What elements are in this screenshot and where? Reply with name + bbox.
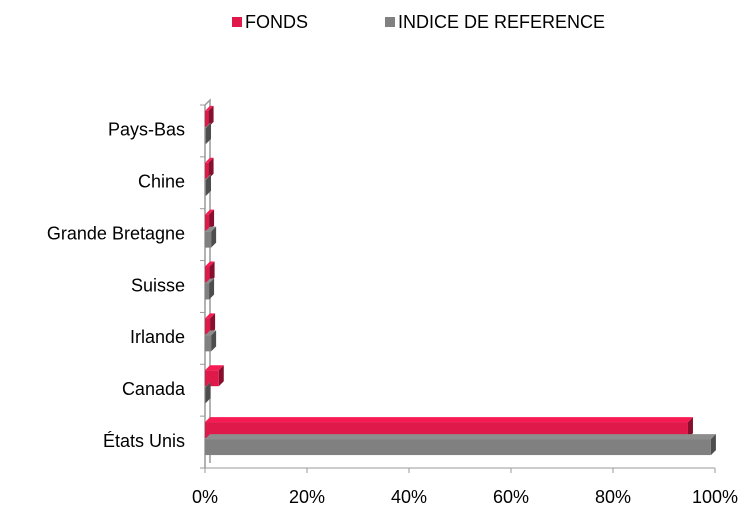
bar-top xyxy=(205,417,693,423)
bar-side xyxy=(206,174,212,196)
bar-top xyxy=(205,105,214,111)
bar xyxy=(205,110,209,127)
bar xyxy=(205,283,210,300)
bar-3d xyxy=(205,209,215,231)
bar-side xyxy=(209,278,215,300)
bar xyxy=(205,231,212,248)
bar-3d xyxy=(205,261,215,283)
bar-3d xyxy=(205,105,214,127)
bar-top xyxy=(205,313,216,319)
bar-top xyxy=(205,330,217,336)
bar-top xyxy=(205,365,224,371)
bar-3d xyxy=(205,365,224,387)
x-tick-label: 100% xyxy=(692,487,738,507)
x-tick-label: 20% xyxy=(289,487,325,507)
y-tick-label: Canada xyxy=(122,379,186,399)
bar-side xyxy=(211,330,217,352)
y-tick-label: Pays-Bas xyxy=(108,120,185,140)
bar-top xyxy=(205,434,716,440)
bar-top xyxy=(205,174,212,180)
bar xyxy=(205,318,211,335)
bar-top xyxy=(205,209,215,215)
legend-label: INDICE DE REFERENCE xyxy=(398,12,605,32)
bar-side xyxy=(208,105,214,127)
bar-3d xyxy=(205,226,217,248)
bar-top xyxy=(205,226,217,232)
bar-3d xyxy=(205,122,212,144)
y-tick-label: Suisse xyxy=(131,275,185,295)
bar-top xyxy=(205,382,211,388)
bar xyxy=(205,370,219,387)
bar-side xyxy=(211,226,217,248)
bar-3d xyxy=(205,174,212,196)
legend-label: FONDS xyxy=(245,12,308,32)
bar-3d xyxy=(205,157,214,179)
bar-3d xyxy=(205,434,716,456)
bar-top xyxy=(205,278,215,284)
bar xyxy=(205,179,207,196)
bar-top xyxy=(205,157,214,163)
bar-top xyxy=(205,122,212,128)
bar xyxy=(205,127,207,144)
bar-side xyxy=(209,261,215,283)
x-tick-label: 80% xyxy=(595,487,631,507)
bar xyxy=(205,162,209,179)
x-tick-label: 0% xyxy=(192,487,218,507)
bar-side xyxy=(209,209,215,231)
bar-3d xyxy=(205,382,211,404)
bar-side xyxy=(687,417,693,439)
bar-side xyxy=(206,122,212,144)
bar-3d xyxy=(205,313,216,335)
bar-side xyxy=(210,313,216,335)
bar xyxy=(205,266,210,283)
bar-side xyxy=(205,382,211,404)
bar-side xyxy=(710,434,716,456)
y-tick-label: Grande Bretagne xyxy=(47,223,185,243)
bar-top xyxy=(205,261,215,267)
y-tick-label: États Unis xyxy=(103,431,185,451)
bar xyxy=(205,439,711,456)
legend-swatch xyxy=(232,17,242,27)
bar-side xyxy=(218,365,224,387)
bar xyxy=(205,335,212,352)
bar-side xyxy=(208,157,214,179)
x-tick-label: 40% xyxy=(391,487,427,507)
bar-3d xyxy=(205,330,217,352)
legend-swatch xyxy=(385,17,395,27)
bar-3d xyxy=(205,278,215,300)
y-tick-label: Irlande xyxy=(130,327,185,347)
bar xyxy=(205,214,210,231)
bar xyxy=(205,387,206,404)
y-tick-label: Chine xyxy=(138,172,185,192)
x-tick-label: 60% xyxy=(493,487,529,507)
